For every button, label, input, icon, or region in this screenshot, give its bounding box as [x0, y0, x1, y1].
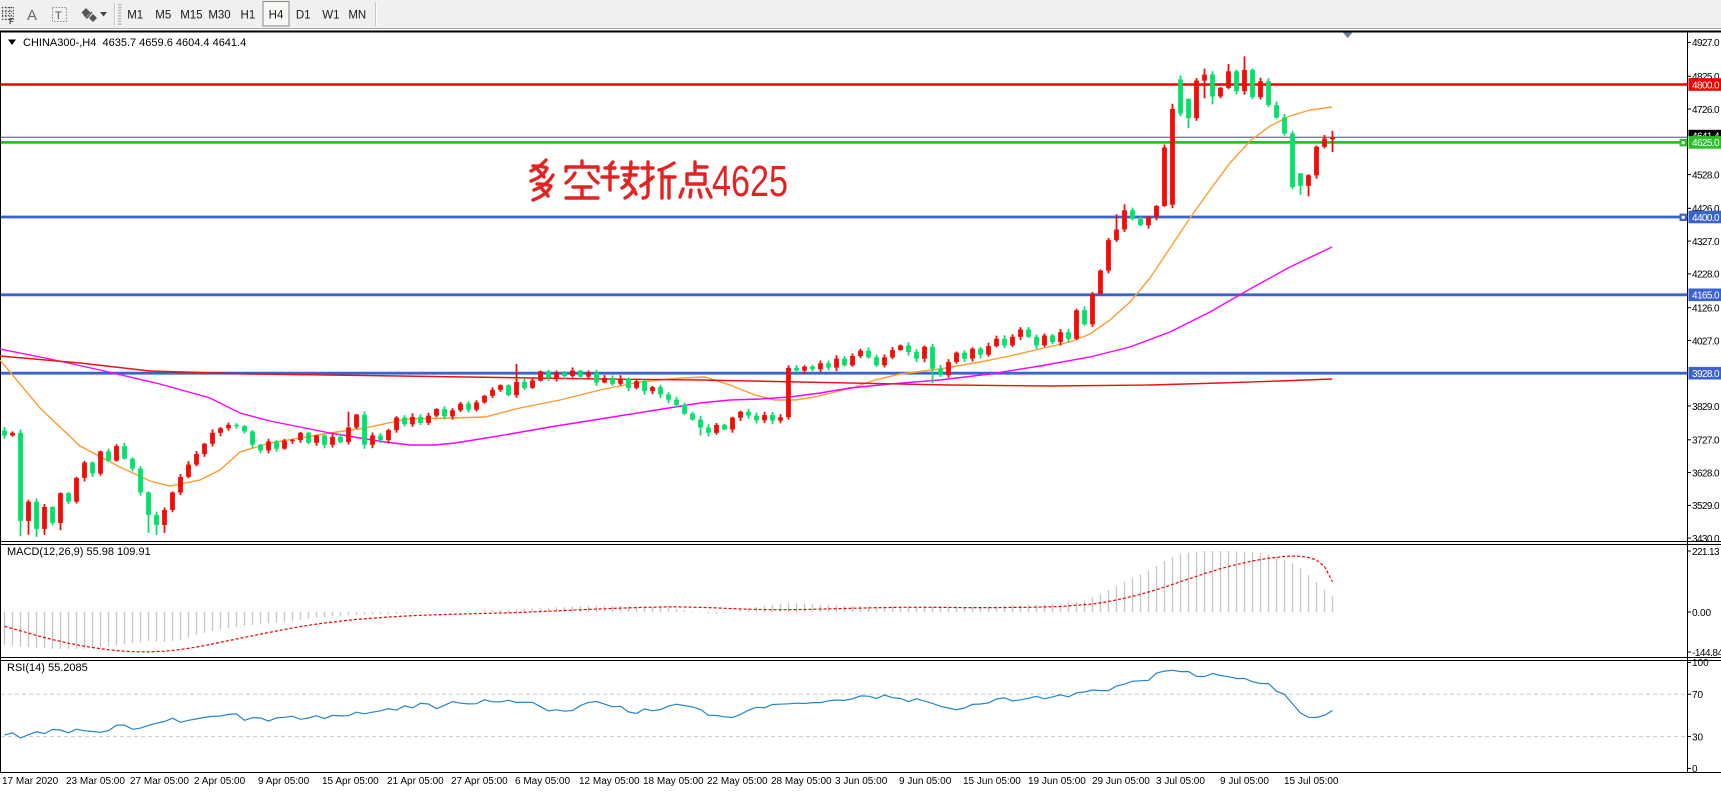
- svg-text:CHINA300-,H4 4635.7 4659.6 46: CHINA300-,H4 4635.7 4659.6 4604.4 4641.4: [23, 37, 246, 49]
- svg-text:3430.0: 3430.0: [1692, 534, 1720, 545]
- svg-text:3529.0: 3529.0: [1692, 501, 1720, 512]
- svg-text:2 Apr 05:00: 2 Apr 05:00: [194, 776, 246, 787]
- svg-text:MACD(12,26,9) 55.98 109.91: MACD(12,26,9) 55.98 109.91: [7, 546, 151, 558]
- svg-text:4625: 4625: [712, 157, 788, 206]
- svg-text:9 Apr 05:00: 9 Apr 05:00: [258, 776, 310, 787]
- svg-text:A: A: [27, 7, 37, 24]
- svg-text:18 May 05:00: 18 May 05:00: [643, 776, 704, 787]
- svg-text:19 Jun 05:00: 19 Jun 05:00: [1028, 776, 1086, 787]
- svg-text:27 Mar 05:00: 27 Mar 05:00: [130, 776, 189, 787]
- svg-text:4165.0: 4165.0: [1692, 291, 1720, 302]
- svg-text:M1: M1: [127, 10, 143, 22]
- svg-text:70: 70: [1692, 690, 1704, 701]
- svg-text:3628.0: 3628.0: [1692, 468, 1720, 479]
- svg-text:4927.0: 4927.0: [1692, 38, 1720, 49]
- svg-text:221.13: 221.13: [1692, 547, 1720, 558]
- svg-text:3727.0: 3727.0: [1692, 436, 1720, 447]
- svg-text:6 May 05:00: 6 May 05:00: [515, 776, 570, 787]
- svg-text:30: 30: [1692, 732, 1704, 743]
- svg-text:100: 100: [1692, 658, 1709, 669]
- svg-text:MN: MN: [348, 10, 366, 22]
- svg-text:4426.0: 4426.0: [1692, 204, 1720, 215]
- svg-text:4528.0: 4528.0: [1692, 170, 1720, 181]
- svg-text:M15: M15: [180, 10, 202, 22]
- svg-text:3 Jun 05:00: 3 Jun 05:00: [835, 776, 888, 787]
- svg-text:3928.0: 3928.0: [1692, 369, 1720, 380]
- svg-text:H4: H4: [269, 10, 284, 22]
- svg-text:27 Apr 05:00: 27 Apr 05:00: [451, 776, 508, 787]
- svg-text:4126.0: 4126.0: [1692, 304, 1720, 315]
- svg-text:4327.0: 4327.0: [1692, 237, 1720, 248]
- svg-text:29 Jun 05:00: 29 Jun 05:00: [1092, 776, 1150, 787]
- svg-text:M5: M5: [155, 10, 171, 22]
- svg-text:17 Mar 2020: 17 Mar 2020: [2, 776, 59, 787]
- svg-text:23 Mar 05:00: 23 Mar 05:00: [66, 776, 125, 787]
- svg-text:4228.0: 4228.0: [1692, 270, 1720, 281]
- svg-text:3829.0: 3829.0: [1692, 402, 1720, 413]
- svg-text:4825.0: 4825.0: [1692, 72, 1720, 83]
- svg-text:4800.0: 4800.0: [1692, 80, 1720, 91]
- svg-text:28 May 05:00: 28 May 05:00: [771, 776, 832, 787]
- svg-text:9 Jun 05:00: 9 Jun 05:00: [899, 776, 952, 787]
- svg-text:4625.0: 4625.0: [1692, 138, 1720, 149]
- svg-text:4726.0: 4726.0: [1692, 105, 1720, 116]
- svg-text:W1: W1: [322, 10, 339, 22]
- svg-text:15 Jun 05:00: 15 Jun 05:00: [963, 776, 1021, 787]
- svg-text:RSI(14) 55.2085: RSI(14) 55.2085: [7, 662, 88, 674]
- svg-text:9 Jul 05:00: 9 Jul 05:00: [1220, 776, 1269, 787]
- svg-text:3 Jul 05:00: 3 Jul 05:00: [1156, 776, 1205, 787]
- svg-text:12 May 05:00: 12 May 05:00: [579, 776, 640, 787]
- svg-text:22 May 05:00: 22 May 05:00: [707, 776, 768, 787]
- svg-text:D1: D1: [296, 10, 311, 22]
- svg-text:T: T: [55, 10, 62, 22]
- svg-text:15 Apr 05:00: 15 Apr 05:00: [322, 776, 379, 787]
- svg-text:21 Apr 05:00: 21 Apr 05:00: [387, 776, 444, 787]
- svg-text:4027.0: 4027.0: [1692, 336, 1720, 347]
- svg-text:-144.84: -144.84: [1692, 648, 1721, 659]
- svg-text:0: 0: [1692, 764, 1698, 775]
- svg-text:15 Jul 05:00: 15 Jul 05:00: [1284, 776, 1339, 787]
- svg-text:H1: H1: [241, 10, 256, 22]
- svg-text:M30: M30: [208, 10, 230, 22]
- svg-text:0.00: 0.00: [1692, 608, 1711, 619]
- svg-text:4400.0: 4400.0: [1692, 213, 1720, 224]
- svg-text:F: F: [9, 17, 14, 26]
